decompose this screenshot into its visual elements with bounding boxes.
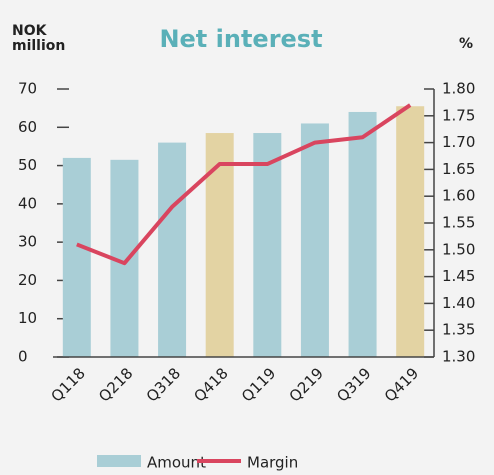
x-tick-label: Q218 [95, 364, 136, 405]
y-tick-label: 40 [18, 194, 37, 212]
y2-tick-label: 1.45 [442, 267, 475, 285]
y2-tick-label: 1.30 [442, 348, 475, 366]
bar [300, 123, 329, 357]
y-tick-label: 0 [18, 348, 28, 366]
y2-tick-label: 1.75 [442, 106, 475, 124]
y2-tick-label: 1.65 [442, 160, 475, 178]
y2-tick-label: 1.50 [442, 240, 475, 258]
y2-tick-label: 1.55 [442, 214, 475, 232]
legend-label: Margin [247, 454, 298, 472]
y-tick-label: 30 [18, 233, 37, 251]
legend-swatch [97, 455, 141, 467]
y-axis-label: million [12, 38, 65, 54]
y2-tick-label: 1.40 [442, 294, 475, 312]
y-tick-label: 50 [18, 156, 37, 174]
y-tick-label: 60 [18, 118, 37, 136]
y2-tick-label: 1.60 [442, 187, 475, 205]
x-tick-label: Q419 [381, 364, 422, 405]
x-tick-label: Q119 [238, 364, 279, 405]
y2-tick-label: 1.80 [442, 80, 475, 98]
y-tick-label: 70 [18, 80, 37, 98]
line [76, 103, 412, 266]
y-tick-label: 10 [18, 309, 37, 327]
y2-axis-label: % [459, 36, 473, 52]
y2-tick-label: 1.70 [442, 133, 475, 151]
bar [396, 106, 425, 357]
bar [62, 157, 91, 357]
x-tick-label: Q118 [48, 364, 89, 405]
chart-title: Net interest [159, 25, 322, 53]
x-tick-label: Q418 [190, 364, 231, 405]
x-tick-label: Q219 [286, 364, 327, 405]
x-tick-label: Q318 [143, 364, 184, 405]
x-tick-label: Q319 [333, 364, 374, 405]
legend-label: Amount [147, 454, 206, 472]
bar [158, 142, 187, 357]
y-axis-label: NOK [12, 23, 48, 39]
bar [348, 111, 377, 357]
y2-tick-label: 1.35 [442, 321, 475, 339]
bar [253, 133, 282, 357]
y-tick-label: 20 [18, 271, 37, 289]
